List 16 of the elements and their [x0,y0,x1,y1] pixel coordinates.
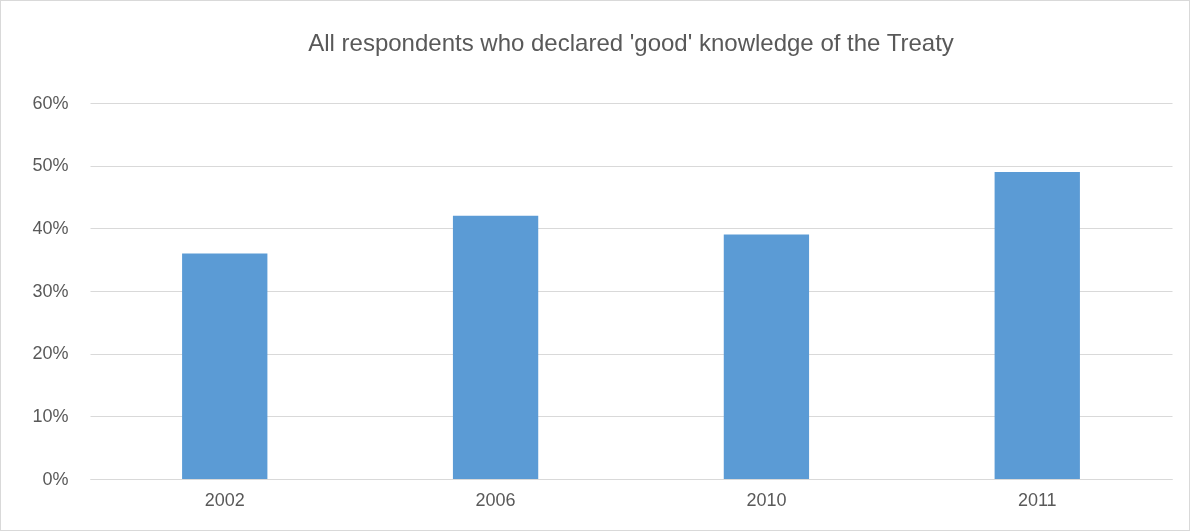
x-tick-label: 2010 [746,489,787,510]
y-tick-label: 40% [32,217,69,238]
bar [182,253,268,479]
bar [452,215,539,479]
y-tick-label: 50% [32,155,69,176]
y-tick-label: 30% [32,280,69,301]
bar [723,234,810,479]
x-tick-label: 2011 [1017,489,1057,510]
chart-title: All respondents who declared 'good' knowledge of the Treaty [308,29,954,56]
y-tick-label: 0% [42,468,69,489]
bar [994,171,1080,479]
y-tick-label: 20% [32,343,69,364]
x-tick-label: 2002 [204,489,245,510]
y-tick-label: 60% [32,92,69,113]
x-tick-label: 2006 [475,489,516,510]
y-tick-label: 10% [32,405,69,426]
